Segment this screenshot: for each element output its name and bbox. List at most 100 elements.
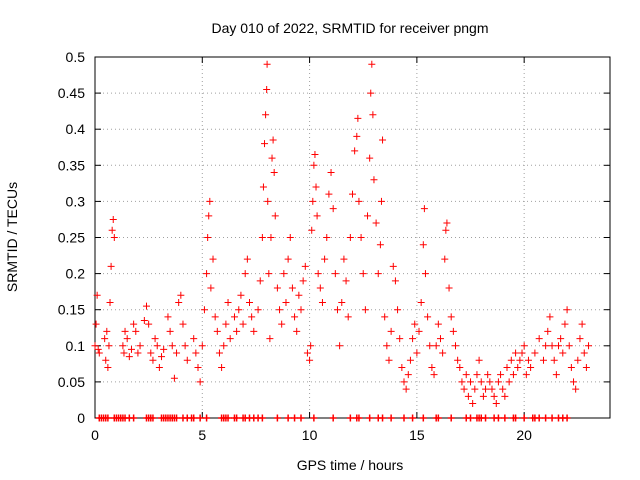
data-point bbox=[484, 371, 492, 379]
data-point bbox=[535, 335, 543, 343]
data-point bbox=[477, 378, 485, 386]
data-point bbox=[203, 270, 211, 278]
data-point bbox=[353, 132, 361, 140]
data-point bbox=[445, 284, 453, 292]
data-point bbox=[316, 284, 324, 292]
data-point bbox=[460, 385, 468, 393]
data-point bbox=[499, 385, 507, 393]
data-point-zero bbox=[542, 414, 550, 422]
data-point bbox=[559, 349, 567, 357]
data-point-zero bbox=[482, 414, 490, 422]
data-point bbox=[413, 349, 421, 357]
data-point bbox=[299, 277, 307, 285]
data-point bbox=[376, 241, 384, 249]
data-point bbox=[239, 320, 247, 328]
data-point bbox=[226, 335, 234, 343]
data-point bbox=[321, 255, 329, 263]
data-point bbox=[269, 136, 277, 144]
data-point-zero bbox=[149, 414, 157, 422]
data-point bbox=[546, 313, 554, 321]
data-point bbox=[441, 255, 449, 263]
data-points bbox=[91, 60, 593, 422]
data-point bbox=[355, 197, 363, 205]
data-point bbox=[539, 356, 547, 364]
y-tick-label: 0.5 bbox=[66, 49, 86, 65]
data-point bbox=[389, 262, 397, 270]
data-point bbox=[409, 335, 417, 343]
data-point bbox=[396, 335, 404, 343]
data-point bbox=[243, 255, 251, 263]
data-point bbox=[309, 197, 317, 205]
x-tick-label: 0 bbox=[91, 427, 99, 443]
data-point bbox=[420, 205, 428, 213]
data-point bbox=[168, 342, 176, 350]
data-point-zero bbox=[196, 414, 204, 422]
data-point bbox=[494, 378, 502, 386]
data-point bbox=[110, 234, 118, 241]
data-point bbox=[366, 154, 374, 162]
data-point bbox=[419, 241, 427, 249]
data-point bbox=[222, 320, 230, 328]
data-point bbox=[175, 298, 183, 306]
data-point bbox=[432, 342, 440, 350]
data-point bbox=[220, 342, 228, 350]
data-point-zero bbox=[203, 414, 211, 422]
data-point bbox=[311, 150, 319, 158]
data-point bbox=[391, 277, 399, 285]
data-point bbox=[467, 378, 475, 386]
data-point bbox=[246, 298, 253, 306]
data-point bbox=[91, 342, 99, 350]
y-tick-label: 0.3 bbox=[66, 193, 86, 209]
data-point bbox=[442, 226, 450, 234]
data-point bbox=[473, 371, 481, 379]
data-point bbox=[310, 161, 318, 169]
x-tick-label: 20 bbox=[516, 427, 532, 443]
data-point bbox=[273, 284, 281, 292]
data-point-zero bbox=[409, 414, 417, 422]
data-point bbox=[417, 298, 425, 306]
data-point bbox=[404, 371, 412, 379]
data-point bbox=[323, 234, 331, 241]
data-point bbox=[531, 349, 539, 357]
data-point-zero bbox=[379, 414, 387, 422]
data-point bbox=[233, 327, 241, 335]
data-point bbox=[312, 183, 320, 191]
data-point bbox=[475, 356, 483, 364]
data-point bbox=[379, 136, 387, 144]
y-axis-ticks: 0 0.05 0.1 0.15 0.2 0.25 0.3 0.35 0.4 0.45 0.5 bbox=[58, 49, 610, 426]
data-point bbox=[95, 349, 103, 357]
data-point bbox=[103, 327, 111, 335]
data-point-zero bbox=[173, 414, 181, 422]
data-point bbox=[582, 363, 590, 371]
data-point bbox=[143, 302, 150, 310]
data-point bbox=[357, 234, 365, 241]
data-point bbox=[237, 291, 245, 299]
data-point bbox=[385, 356, 393, 364]
data-point bbox=[434, 320, 442, 328]
data-point bbox=[421, 270, 429, 278]
data-point bbox=[456, 363, 464, 371]
data-point bbox=[282, 298, 290, 306]
data-point bbox=[106, 298, 114, 306]
data-point bbox=[235, 306, 243, 314]
data-point-zero bbox=[434, 414, 442, 422]
data-point-zero bbox=[501, 414, 509, 422]
data-point-zero bbox=[355, 414, 363, 422]
data-point bbox=[501, 392, 509, 400]
data-point bbox=[93, 291, 101, 299]
data-point bbox=[241, 270, 249, 278]
data-point-zero bbox=[494, 414, 502, 422]
data-point bbox=[369, 111, 377, 119]
data-point bbox=[550, 356, 558, 364]
data-point bbox=[580, 349, 588, 357]
data-point bbox=[497, 371, 505, 379]
data-point bbox=[411, 320, 419, 328]
data-point bbox=[280, 270, 288, 278]
data-point bbox=[563, 306, 571, 314]
data-point bbox=[271, 212, 279, 220]
data-point-zero bbox=[467, 414, 475, 422]
data-point bbox=[286, 234, 294, 241]
data-point-zero bbox=[520, 414, 528, 422]
data-point bbox=[147, 349, 155, 357]
